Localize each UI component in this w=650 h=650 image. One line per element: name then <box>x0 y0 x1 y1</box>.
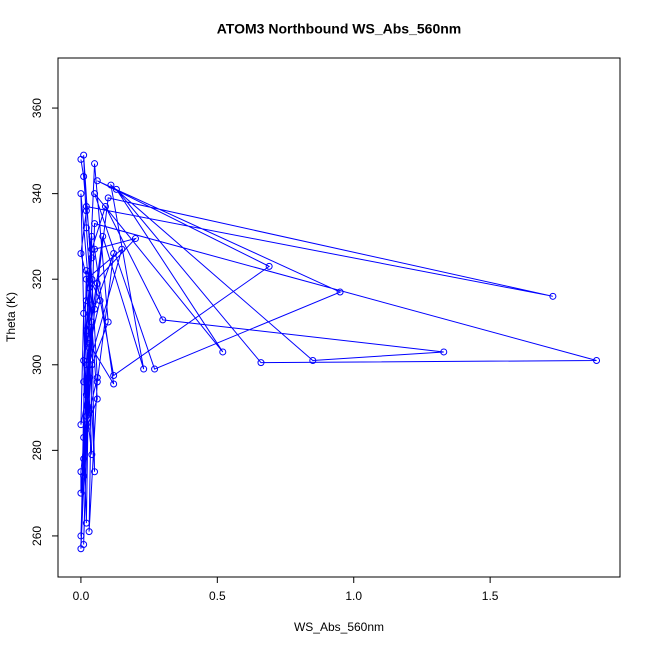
data-point <box>82 412 90 420</box>
data-point <box>91 245 99 253</box>
data-point <box>82 327 90 335</box>
data-point <box>440 348 448 356</box>
y-tick-label: 320 <box>30 269 44 289</box>
y-tick-label: 360 <box>30 98 44 118</box>
data-point <box>80 472 88 480</box>
x-tick-label: 0.5 <box>209 589 226 603</box>
data-point <box>257 359 265 367</box>
y-tick-label: 280 <box>30 440 44 460</box>
data-point <box>91 190 99 198</box>
data-point <box>96 297 104 305</box>
data-point <box>118 245 126 253</box>
data-point <box>549 292 557 300</box>
data-line <box>80 155 597 549</box>
data-point <box>93 177 101 185</box>
data-point <box>110 371 118 379</box>
data-point <box>85 339 93 347</box>
data-point <box>159 316 167 324</box>
data-point <box>88 318 96 326</box>
data-point <box>80 173 88 181</box>
data-point <box>140 365 148 373</box>
data-point <box>91 160 99 168</box>
data-point <box>82 224 90 232</box>
plot-frame <box>57 57 621 578</box>
data-point <box>93 378 101 386</box>
x-tick-label: 0.0 <box>73 589 90 603</box>
data-point <box>99 232 107 240</box>
data-point <box>82 391 90 399</box>
data-point <box>265 262 273 270</box>
data-point <box>88 301 96 309</box>
x-axis-label: WS_Abs_560nm <box>294 620 384 634</box>
data-point <box>91 220 99 228</box>
data-point <box>77 489 85 497</box>
data-point <box>151 365 159 373</box>
data-point <box>77 421 85 429</box>
data-point <box>309 357 317 365</box>
data-point <box>77 532 85 540</box>
data-point <box>93 395 101 403</box>
data-point <box>82 202 90 210</box>
data-point <box>82 361 90 369</box>
data-point <box>88 275 96 283</box>
data-point <box>85 284 93 292</box>
data-point <box>82 425 90 433</box>
y-axis-label: Theta (K) <box>4 292 18 342</box>
data-point <box>82 421 90 429</box>
data-point <box>85 344 93 352</box>
data-point <box>82 267 90 275</box>
data-point <box>101 202 109 210</box>
data-point <box>85 335 93 343</box>
data-point <box>88 451 96 459</box>
data-point <box>82 275 90 283</box>
data-point <box>77 250 85 258</box>
data-point <box>80 378 88 386</box>
y-tick-label: 260 <box>30 526 44 546</box>
data-point <box>88 232 96 240</box>
data-point <box>77 190 85 198</box>
data-point <box>88 245 96 253</box>
data-point <box>82 297 90 305</box>
data-point <box>85 528 93 536</box>
data-point <box>91 468 99 476</box>
data-point <box>80 455 88 463</box>
data-point <box>219 348 227 356</box>
data-point <box>104 194 112 202</box>
data-point <box>110 250 118 258</box>
data-point <box>104 318 112 326</box>
x-tick-label: 1.0 <box>345 589 362 603</box>
data-point <box>80 434 88 442</box>
data-point <box>93 374 101 382</box>
data-point <box>93 279 101 287</box>
data-point <box>112 185 120 193</box>
y-tick-label: 300 <box>30 354 44 374</box>
data-point <box>80 540 88 548</box>
x-tick-label: 1.5 <box>482 589 499 603</box>
data-point <box>110 380 118 388</box>
y-tick-label: 340 <box>30 183 44 203</box>
data-point <box>88 361 96 369</box>
data-point <box>593 357 601 365</box>
data-point <box>85 374 93 382</box>
data-point <box>82 519 90 527</box>
data-point <box>131 235 139 243</box>
data-point <box>88 254 96 262</box>
data-point <box>80 151 88 159</box>
data-point <box>80 309 88 317</box>
chart-title: ATOM3 Northbound WS_Abs_560nm <box>217 21 462 37</box>
data-point <box>85 404 93 412</box>
data-point <box>82 207 90 215</box>
data-point <box>336 288 344 296</box>
data-point <box>85 361 93 369</box>
data-point <box>107 181 115 189</box>
